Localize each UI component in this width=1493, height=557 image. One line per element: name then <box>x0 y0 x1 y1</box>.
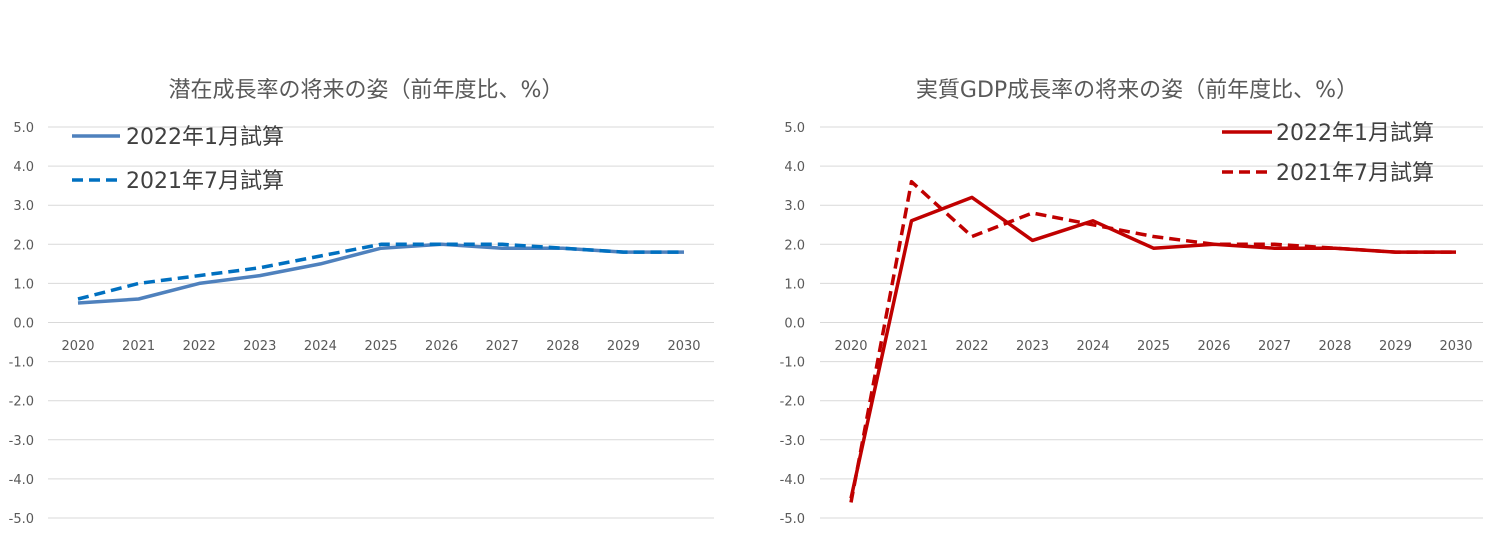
x-tick-label: 2027 <box>1258 339 1291 354</box>
x-tick-label: 2024 <box>304 339 337 354</box>
x-tick-label: 2028 <box>546 339 579 354</box>
y-tick-label: 0.0 <box>784 317 805 332</box>
y-tick-label: 5.0 <box>784 121 805 136</box>
y-tick-label: -2.0 <box>780 395 805 410</box>
y-tick-label: 1.0 <box>784 277 805 292</box>
real-gdp-growth-chart-panel: 実質GDP成長率の将来の姿（前年度比、%） 5.0 4.0 3.0 2.0 1.0 0.0… <box>745 0 1493 557</box>
legend-label: 2021年7月試算 <box>1276 161 1434 186</box>
x-tick-label: 2023 <box>1016 339 1049 354</box>
y-tick-label: 4.0 <box>13 160 34 175</box>
x-tick-label: 2026 <box>1197 339 1230 354</box>
x-tick-label: 2027 <box>486 339 519 354</box>
real-gdp-growth-chart: 実質GDP成長率の将来の姿（前年度比、%） 5.0 4.0 3.0 2.0 1.0 0.0… <box>780 78 1483 527</box>
series-line <box>77 242 684 305</box>
y-tick-label: -1.0 <box>780 356 805 371</box>
y-tick-label: -4.0 <box>9 473 34 488</box>
legend-label: 2021年7月試算 <box>126 169 284 194</box>
y-tick-label: -3.0 <box>9 434 34 449</box>
x-tick-label: 2024 <box>1076 339 1109 354</box>
y-tick-label: 5.0 <box>13 121 34 136</box>
x-tick-label: 2022 <box>183 339 216 354</box>
x-tick-label: 2025 <box>364 339 397 354</box>
y-tick-label: 2.0 <box>13 238 34 253</box>
x-tick-label: 2028 <box>1318 339 1351 354</box>
x-tick-label: 2020 <box>61 339 94 354</box>
potential-growth-chart: 潜在成長率の将来の姿（前年度比、%） 5.0 4.0 3.0 2.0 1.0 0.0 -1.… <box>9 78 714 527</box>
x-tick-label: 2023 <box>243 339 276 354</box>
y-tick-label: 3.0 <box>784 199 805 214</box>
x-tick-label: 2030 <box>667 339 700 354</box>
y-tick-label: -5.0 <box>9 512 34 527</box>
y-tick-label: 4.0 <box>784 160 805 175</box>
y-tick-label: -4.0 <box>780 473 805 488</box>
potential-growth-chart-panel: 潜在成長率の将来の姿（前年度比、%） 5.0 4.0 3.0 2.0 1.0 0.0 -1.… <box>0 0 745 557</box>
chart-title: 潜在成長率の将来の姿（前年度比、%） <box>169 78 564 103</box>
legend-label: 2022年1月試算 <box>1276 121 1434 146</box>
y-tick-label: 2.0 <box>784 238 805 253</box>
y-tick-label: 0.0 <box>13 317 34 332</box>
y-tick-label: -2.0 <box>9 395 34 410</box>
x-tick-label: 2021 <box>895 339 928 354</box>
y-tick-label: 3.0 <box>13 199 34 214</box>
y-tick-label: -5.0 <box>780 512 805 527</box>
y-tick-label: -1.0 <box>9 356 34 371</box>
x-tick-label: 2029 <box>607 339 640 354</box>
series-line <box>77 242 684 301</box>
x-tick-label: 2026 <box>425 339 458 354</box>
x-tick-label: 2030 <box>1439 339 1472 354</box>
chart-title: 実質GDP成長率の将来の姿（前年度比、%） <box>916 78 1358 103</box>
x-tick-label: 2020 <box>834 339 867 354</box>
x-tick-label: 2025 <box>1137 339 1170 354</box>
x-tick-label: 2022 <box>955 339 988 354</box>
x-tick-label: 2029 <box>1379 339 1412 354</box>
series-line <box>849 195 1456 499</box>
legend-label: 2022年1月試算 <box>126 125 284 150</box>
y-tick-label: -3.0 <box>780 434 805 449</box>
x-tick-label: 2021 <box>122 339 155 354</box>
y-tick-label: 1.0 <box>13 277 34 292</box>
series-line <box>849 179 1456 503</box>
